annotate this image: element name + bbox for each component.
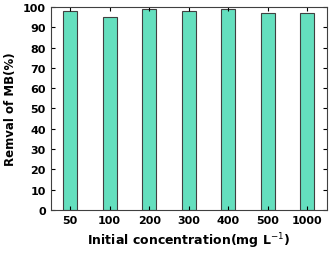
Bar <box>103 18 117 210</box>
Bar <box>301 14 314 210</box>
Bar <box>221 10 235 210</box>
Bar <box>261 14 275 210</box>
Bar <box>63 12 77 210</box>
Bar <box>142 10 156 210</box>
Y-axis label: Remval of MB(%): Remval of MB(%) <box>4 53 17 166</box>
Bar <box>182 12 196 210</box>
X-axis label: Initial concentration(mg L$^{-1}$): Initial concentration(mg L$^{-1}$) <box>87 230 290 250</box>
